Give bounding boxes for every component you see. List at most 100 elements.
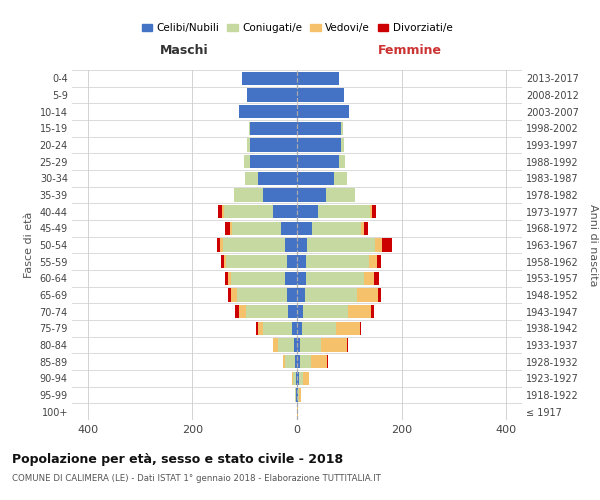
Bar: [318, 205, 370, 218]
Bar: [295, 388, 296, 402]
Bar: [297, 255, 307, 268]
Bar: [297, 88, 344, 102]
Bar: [357, 288, 378, 302]
Bar: [297, 105, 349, 118]
Bar: [256, 322, 258, 335]
Bar: [249, 122, 250, 135]
Bar: [297, 122, 341, 135]
Bar: [287, 255, 297, 268]
Bar: [298, 388, 299, 402]
Bar: [286, 355, 295, 368]
Bar: [297, 305, 303, 318]
Bar: [336, 322, 360, 335]
Bar: [239, 105, 297, 118]
Bar: [230, 288, 237, 302]
Bar: [377, 255, 381, 268]
Bar: [237, 288, 287, 302]
Bar: [273, 338, 278, 351]
Bar: [274, 205, 297, 218]
Bar: [297, 272, 307, 285]
Bar: [287, 288, 297, 302]
Bar: [374, 272, 379, 285]
Bar: [296, 372, 297, 385]
Bar: [283, 355, 286, 368]
Bar: [326, 188, 355, 202]
Bar: [247, 138, 250, 151]
Bar: [224, 205, 274, 218]
Bar: [263, 322, 292, 335]
Bar: [250, 155, 297, 168]
Bar: [297, 238, 307, 252]
Bar: [250, 122, 297, 135]
Bar: [221, 255, 224, 268]
Bar: [222, 205, 224, 218]
Bar: [341, 138, 344, 151]
Bar: [378, 288, 381, 302]
Bar: [339, 155, 345, 168]
Bar: [234, 188, 263, 202]
Bar: [307, 238, 376, 252]
Bar: [376, 238, 382, 252]
Bar: [364, 272, 374, 285]
Bar: [220, 238, 223, 252]
Bar: [226, 255, 287, 268]
Bar: [361, 222, 364, 235]
Y-axis label: Fasce di età: Fasce di età: [24, 212, 34, 278]
Bar: [225, 222, 230, 235]
Bar: [327, 355, 328, 368]
Bar: [334, 172, 347, 185]
Bar: [218, 205, 222, 218]
Bar: [311, 355, 327, 368]
Bar: [360, 322, 361, 335]
Bar: [302, 322, 336, 335]
Bar: [303, 372, 309, 385]
Bar: [303, 305, 348, 318]
Bar: [247, 88, 297, 102]
Bar: [235, 305, 239, 318]
Bar: [297, 355, 299, 368]
Bar: [299, 388, 301, 402]
Bar: [311, 222, 361, 235]
Bar: [245, 172, 258, 185]
Bar: [297, 155, 339, 168]
Bar: [307, 255, 369, 268]
Bar: [370, 205, 372, 218]
Bar: [258, 322, 263, 335]
Bar: [297, 288, 305, 302]
Bar: [226, 272, 228, 285]
Bar: [305, 288, 357, 302]
Bar: [347, 338, 348, 351]
Bar: [292, 372, 293, 385]
Bar: [297, 338, 300, 351]
Bar: [246, 305, 287, 318]
Bar: [297, 188, 326, 202]
Bar: [348, 305, 371, 318]
Bar: [297, 72, 339, 85]
Y-axis label: Anni di nascita: Anni di nascita: [589, 204, 598, 286]
Bar: [286, 238, 297, 252]
Bar: [369, 255, 377, 268]
Bar: [299, 372, 303, 385]
Bar: [294, 338, 297, 351]
Bar: [292, 322, 297, 335]
Bar: [232, 222, 281, 235]
Bar: [300, 338, 321, 351]
Bar: [217, 238, 220, 252]
Bar: [297, 388, 298, 402]
Bar: [297, 222, 311, 235]
Bar: [258, 172, 297, 185]
Bar: [286, 272, 297, 285]
Text: COMUNE DI CALIMERA (LE) - Dati ISTAT 1° gennaio 2018 - Elaborazione TUTTITALIA.I: COMUNE DI CALIMERA (LE) - Dati ISTAT 1° …: [12, 474, 381, 483]
Bar: [281, 222, 297, 235]
Bar: [299, 355, 311, 368]
Bar: [307, 272, 364, 285]
Bar: [372, 205, 376, 218]
Bar: [297, 172, 334, 185]
Bar: [296, 388, 297, 402]
Bar: [242, 72, 297, 85]
Bar: [239, 305, 246, 318]
Text: Popolazione per età, sesso e stato civile - 2018: Popolazione per età, sesso e stato civil…: [12, 452, 343, 466]
Bar: [295, 355, 297, 368]
Bar: [382, 238, 392, 252]
Bar: [371, 305, 374, 318]
